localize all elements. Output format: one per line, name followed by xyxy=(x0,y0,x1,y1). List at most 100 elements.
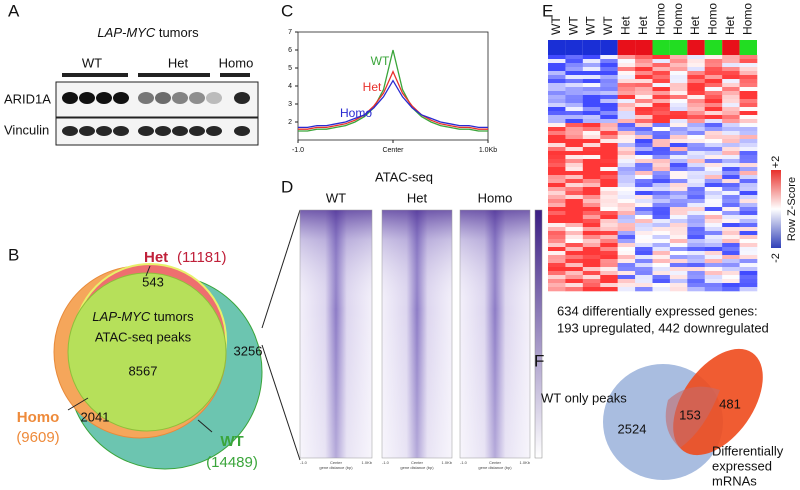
heatmap-cell xyxy=(635,203,653,208)
heatmap-cell xyxy=(704,211,723,216)
heatmap-cell xyxy=(722,267,740,272)
heatmap-cell xyxy=(617,247,636,252)
heatmap-cell xyxy=(565,259,584,264)
heatmap-cell xyxy=(617,255,636,260)
heatmap-cell xyxy=(548,171,566,176)
heatmap-cell xyxy=(617,203,636,208)
heatmap-cell xyxy=(565,79,584,84)
heatmap-cell xyxy=(704,167,723,172)
heatmap-cell xyxy=(652,75,671,80)
axis-label: Center xyxy=(411,460,424,465)
atac-heatmaps: WT -1.0 Center 1.0Kb gene distance (bp) Het -1… xyxy=(299,190,531,470)
heatmap-cell xyxy=(548,143,566,148)
heatmap-cell xyxy=(704,207,723,212)
heatmap-cell xyxy=(617,275,636,280)
heatmap-cell xyxy=(617,235,636,240)
heatmap-cell xyxy=(739,251,758,256)
heatmap-cell xyxy=(600,127,618,132)
heatmap-cell xyxy=(565,147,584,152)
heatmap-cell xyxy=(565,283,584,288)
heatmap-cell xyxy=(582,91,601,96)
series-label: Het xyxy=(363,80,382,94)
group-bar xyxy=(600,40,618,55)
heatmap-cell xyxy=(669,83,688,88)
heatmap-cell xyxy=(600,59,618,64)
heatmap-cell xyxy=(617,71,636,76)
heatmap-cell xyxy=(652,251,671,256)
heatmap-cell xyxy=(635,95,653,100)
heatmap-cell xyxy=(617,59,636,64)
heatmap-cell xyxy=(600,87,618,92)
heatmap-cell xyxy=(687,79,706,84)
heatmap-shade xyxy=(460,210,530,458)
heatmap-cell xyxy=(565,103,584,108)
heatmap-cell xyxy=(600,207,618,212)
heatmap-cell xyxy=(669,151,688,156)
heatmap-cell xyxy=(722,159,740,164)
heatmap-cell xyxy=(600,135,618,140)
series-label: Homo xyxy=(340,106,372,120)
heatmap-cell xyxy=(722,207,740,212)
heatmap-cell xyxy=(565,135,584,140)
heatmap-cell xyxy=(739,259,758,264)
heatmap-cell xyxy=(548,151,566,156)
group-bar xyxy=(548,40,566,55)
heatmap-cell xyxy=(722,171,740,176)
heatmap-cell xyxy=(739,135,758,140)
x-tick-label: -1.0 xyxy=(292,147,304,154)
heatmap-cell xyxy=(669,131,688,136)
band xyxy=(138,126,154,136)
heatmap-cell xyxy=(687,199,706,204)
heatmap-cell xyxy=(739,167,758,172)
y-tick-label: 4 xyxy=(288,83,292,90)
heatmap-cell xyxy=(600,287,618,292)
heatmap-cell xyxy=(635,179,653,184)
heatmap-cell xyxy=(600,171,618,176)
venn-region: 153 xyxy=(679,407,701,422)
heatmap-cell xyxy=(600,219,618,224)
scale-label: -2 xyxy=(770,253,782,263)
heatmap-cell xyxy=(669,275,688,280)
heatmap-cell xyxy=(565,63,584,68)
heatmap-cell xyxy=(582,87,601,92)
leader xyxy=(67,397,89,411)
heatmap-cell xyxy=(669,243,688,248)
group-bar xyxy=(617,40,636,55)
heatmap-cell xyxy=(739,143,758,148)
heatmap-cell xyxy=(548,71,566,76)
heatmap-cell xyxy=(617,223,636,228)
heatmap-cell xyxy=(687,183,706,188)
blot-label: ARID1A xyxy=(4,91,51,106)
heatmap-cell xyxy=(600,195,618,200)
heatmap-cell xyxy=(722,71,740,76)
zoom-line xyxy=(261,209,301,329)
heatmap-cell xyxy=(652,87,671,92)
series-line xyxy=(298,49,488,132)
heatmap-cell xyxy=(635,103,653,108)
heatmap-cell xyxy=(739,139,758,144)
heatmap-cell xyxy=(687,123,706,128)
heatmap-cell xyxy=(548,211,566,216)
heatmap-cell xyxy=(600,163,618,168)
heatmap-cell xyxy=(739,91,758,96)
heatmap-cell xyxy=(617,55,636,60)
heatmap-cell xyxy=(600,267,618,272)
heatmap-cell xyxy=(687,171,706,176)
column-label: Homo xyxy=(706,3,720,35)
heatmap-cell xyxy=(739,179,758,184)
heatmap-cell xyxy=(582,163,601,168)
column-label: Het xyxy=(688,16,702,35)
axis-label: 1.0Kb xyxy=(442,460,453,465)
band xyxy=(189,92,205,104)
column-label: Homo xyxy=(740,3,754,35)
heatmap-cell xyxy=(722,235,740,240)
heatmap-cell xyxy=(739,115,758,120)
heatmap-cell xyxy=(582,275,601,280)
heatmap-cell xyxy=(617,195,636,200)
heatmap-cell xyxy=(722,223,740,228)
panel-label: C xyxy=(281,1,293,20)
heatmap-cell xyxy=(635,239,653,244)
heatmap-cell xyxy=(635,207,653,212)
heatmap-cell xyxy=(722,203,740,208)
